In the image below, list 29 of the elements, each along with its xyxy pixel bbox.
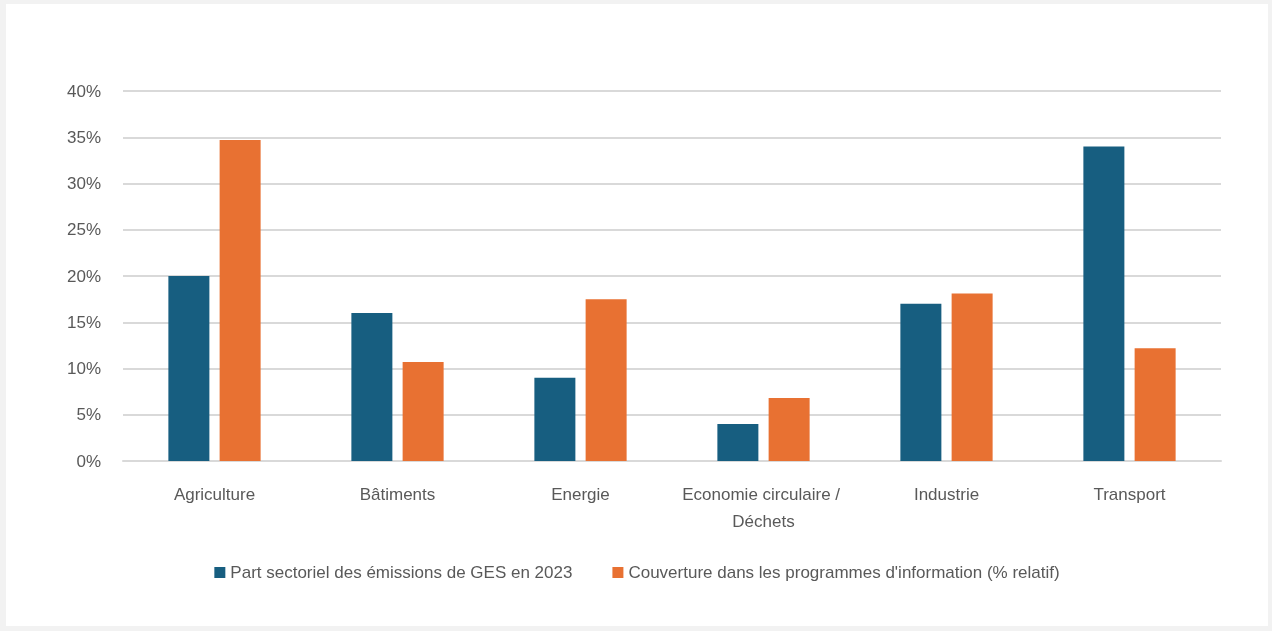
x-tick-label: Bâtiments <box>359 485 436 504</box>
legend-label: Part sectoriel des émissions de GES en 2023 <box>230 563 573 582</box>
bar <box>351 313 393 461</box>
bar <box>168 276 210 461</box>
bar <box>534 377 576 461</box>
x-tick-label: Agriculture <box>173 485 256 504</box>
legend-label: Couverture dans les programmes d'information (% relatif) <box>628 563 1060 582</box>
y-tick-label: 25% <box>66 220 101 240</box>
y-tick-label: 40% <box>66 81 101 101</box>
x-tick-label: Economie circulaire / Déchets <box>682 485 845 531</box>
x-tick-label: Transport <box>1093 485 1166 504</box>
y-tick-label: 35% <box>66 127 101 147</box>
y-tick-label: 15% <box>66 312 101 332</box>
bar <box>900 303 942 461</box>
bar <box>717 424 759 461</box>
bar <box>1134 348 1176 461</box>
x-tick-label: Industrie <box>913 485 980 504</box>
bar <box>768 398 810 461</box>
y-tick-label: 0% <box>76 451 101 471</box>
bar <box>951 293 993 461</box>
y-tick-label: 30% <box>66 174 101 193</box>
y-tick-label: 20% <box>66 266 101 286</box>
bar <box>402 362 444 461</box>
y-tick-label: 10% <box>66 359 101 378</box>
x-tick-label: Energie <box>551 485 610 504</box>
bar <box>219 140 261 461</box>
y-tick-label: 5% <box>76 405 101 425</box>
bar <box>585 299 627 461</box>
bar <box>1083 146 1125 461</box>
